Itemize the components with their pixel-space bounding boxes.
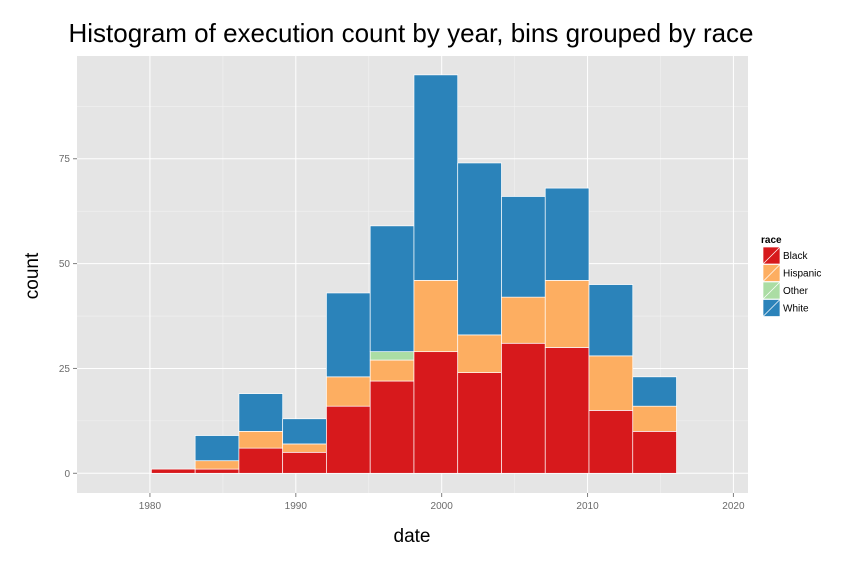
bar-segment-black bbox=[501, 342, 546, 474]
bar-segment-black bbox=[588, 410, 634, 474]
bar-segment-white bbox=[544, 187, 590, 281]
bar-segment-white bbox=[326, 292, 371, 378]
legend-key-slash bbox=[762, 299, 781, 317]
bar-segment-hispanic bbox=[588, 355, 634, 411]
bar-segment-white bbox=[413, 74, 459, 281]
bar-segment-black bbox=[282, 451, 327, 474]
legend-label-white: White bbox=[783, 304, 809, 315]
x-tick-label: 2000 bbox=[431, 501, 454, 512]
y-axis-ticks: 0 25 50 75 bbox=[59, 154, 77, 480]
bar-segment-black bbox=[326, 405, 371, 474]
legend-label-black: Black bbox=[783, 251, 808, 262]
bar-segment-other bbox=[369, 351, 415, 361]
bar-segment-hispanic bbox=[194, 460, 240, 470]
bar-segment-white bbox=[369, 225, 415, 353]
x-tick-label: 1990 bbox=[285, 501, 308, 512]
chart-title: Histogram of execution count by year, bi… bbox=[68, 18, 753, 48]
bar-segment-hispanic bbox=[544, 280, 590, 348]
x-tick-label: 2020 bbox=[722, 501, 745, 512]
legend-label-hispanic: Hispanic bbox=[783, 269, 821, 280]
bar-segment-white bbox=[501, 196, 546, 298]
y-tick-label: 50 bbox=[59, 259, 71, 270]
x-axis-ticks: 1980 1990 2000 2010 2020 bbox=[139, 493, 745, 512]
bar-segment-hispanic bbox=[413, 280, 459, 353]
bar-segment-hispanic bbox=[501, 296, 546, 344]
legend-label-other: Other bbox=[783, 286, 809, 297]
y-tick-label: 75 bbox=[59, 154, 71, 165]
x-tick-label: 1980 bbox=[139, 501, 162, 512]
bar-segment-black bbox=[369, 380, 415, 474]
y-tick-label: 0 bbox=[64, 469, 70, 480]
bar-segment-black bbox=[238, 447, 284, 474]
legend-key-slash bbox=[762, 281, 781, 300]
y-axis-label: count bbox=[22, 252, 43, 299]
bar-segment-hispanic bbox=[457, 334, 502, 373]
legend: race Black Hispanic Other White bbox=[761, 235, 821, 317]
bar-segment-hispanic bbox=[282, 443, 327, 453]
bar-segment-white bbox=[457, 162, 502, 336]
bar-segment-black bbox=[413, 351, 459, 474]
x-axis-label: date bbox=[394, 526, 431, 547]
bar-segment-white bbox=[194, 435, 240, 462]
bar-segment-white bbox=[632, 376, 677, 407]
y-tick-label: 25 bbox=[59, 364, 71, 375]
bar-segment-black bbox=[151, 468, 196, 474]
bar-segment-white bbox=[238, 393, 284, 432]
bar-segment-white bbox=[588, 284, 634, 357]
bar-segment-hispanic bbox=[369, 359, 415, 382]
bar-segment-hispanic bbox=[238, 431, 284, 449]
bar-segment-hispanic bbox=[632, 405, 677, 432]
bar-segment-black bbox=[632, 431, 677, 474]
bar-segment-black bbox=[194, 468, 240, 474]
x-tick-label: 2010 bbox=[576, 501, 599, 512]
bar-segment-white bbox=[282, 418, 327, 445]
bars bbox=[151, 74, 677, 474]
bar-segment-black bbox=[457, 372, 502, 474]
legend-key-slash bbox=[762, 246, 781, 265]
bar-segment-black bbox=[544, 347, 590, 474]
bar-segment-hispanic bbox=[326, 376, 371, 407]
legend-key-slash bbox=[762, 264, 781, 282]
legend-title: race bbox=[761, 235, 782, 246]
